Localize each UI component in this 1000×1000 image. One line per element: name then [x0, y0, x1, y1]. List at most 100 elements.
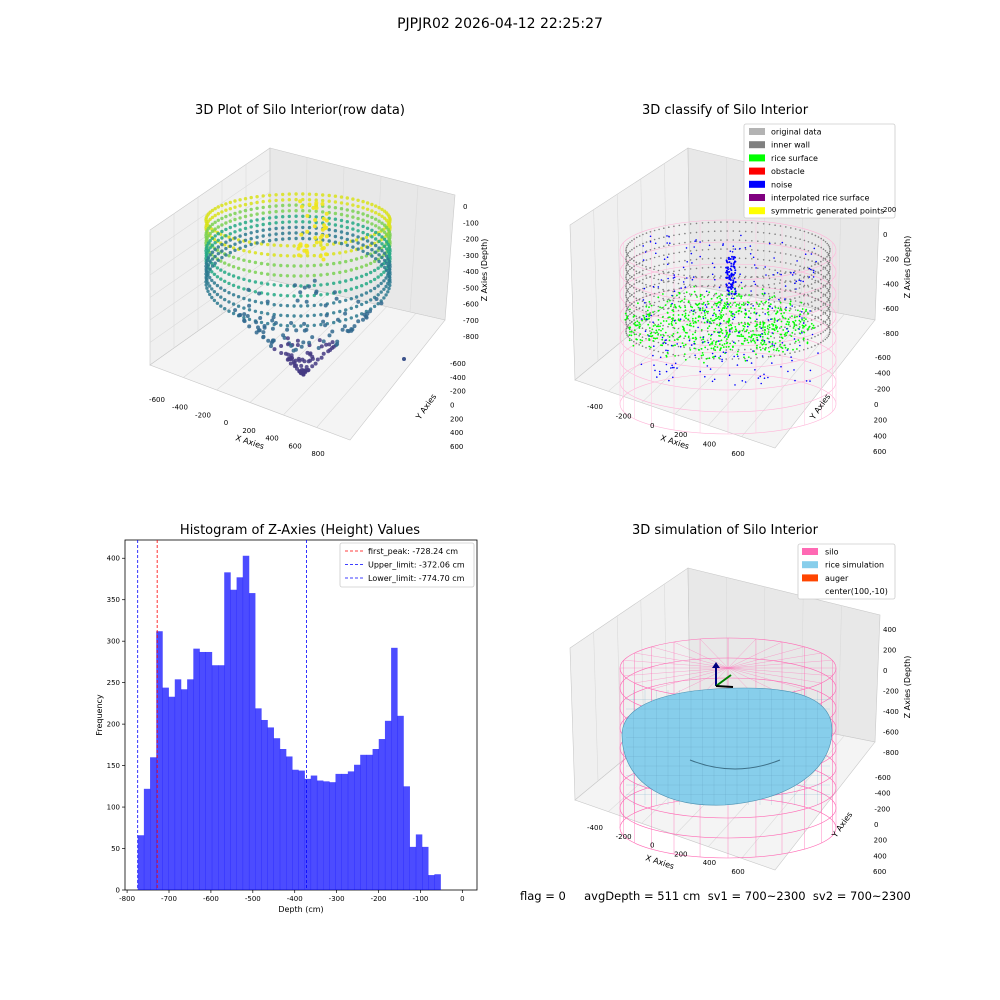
raw-point: [287, 236, 291, 241]
inner-wall-point: [810, 274, 813, 276]
inner-wall-point: [807, 241, 810, 243]
raw-point: [279, 283, 283, 288]
inner-wall-point: [810, 265, 813, 267]
noise-point: [768, 299, 770, 301]
raw-point: [370, 222, 374, 226]
raw-point: [365, 232, 370, 237]
rice-surface-point: [700, 354, 703, 357]
rice-surface-point: [662, 293, 664, 295]
inner-wall-point: [638, 289, 641, 291]
inner-wall-point: [678, 278, 681, 281]
inner-wall-point: [689, 293, 691, 295]
rice-surface-point: [777, 307, 780, 310]
inner-wall-point: [732, 230, 735, 232]
rice-surface-point: [781, 347, 784, 349]
x-tick-label: 0: [650, 842, 654, 850]
raw-point: [338, 251, 342, 255]
rice-surface-point: [632, 344, 635, 347]
inner-wall-point: [629, 241, 631, 244]
inner-wall-point: [633, 286, 635, 289]
inner-wall-point: [820, 260, 822, 263]
inner-wall-point: [626, 307, 629, 310]
inner-wall-point: [638, 271, 641, 273]
inner-wall-point: [820, 318, 822, 321]
rice-surface-point: [684, 335, 687, 337]
silo-spoke: [623, 660, 729, 669]
noise-point: [644, 330, 647, 333]
raw-point: [255, 229, 259, 234]
rice-surface-point: [687, 336, 690, 339]
noise-point: [801, 317, 803, 319]
rice-surface-point: [783, 344, 786, 347]
x-tick-label: 400: [265, 435, 278, 443]
inner-wall-point: [822, 311, 825, 314]
raw-point: [349, 249, 353, 253]
inner-wall-point: [689, 347, 691, 349]
noise-point: [676, 367, 678, 369]
raw-point: [370, 228, 374, 232]
legend-label: Upper_limit: -372.06 cm: [368, 561, 465, 570]
inner-wall-point: [829, 265, 831, 268]
raw-point: [212, 298, 217, 303]
inner-wall-point: [820, 300, 822, 303]
raw-point: [298, 242, 303, 247]
inner-wall-point: [738, 266, 741, 269]
inner-wall-point: [826, 255, 828, 258]
inner-wall-point: [625, 246, 628, 249]
raw-point: [281, 198, 285, 202]
inner-wall-point: [628, 310, 631, 313]
noise-point: [660, 279, 663, 281]
raw-point: [324, 225, 329, 230]
noise-point: [690, 252, 693, 255]
rice-surface-point: [727, 345, 730, 348]
noise-point: [667, 263, 669, 266]
inner-wall-point: [773, 301, 776, 303]
noise-point: [731, 255, 733, 258]
rice-surface-point: [685, 291, 688, 294]
inner-wall-point: [633, 256, 635, 258]
raw-point: [236, 257, 241, 261]
inner-wall-point: [750, 339, 752, 342]
inner-wall-point: [794, 333, 796, 335]
inner-wall-point: [814, 306, 817, 309]
rice-surface-point: [738, 330, 741, 333]
rice-surface-point: [676, 294, 678, 297]
inner-wall-point: [701, 294, 704, 296]
inner-wall-point: [627, 264, 629, 266]
rice-surface-point: [666, 300, 669, 303]
inner-wall-point: [658, 255, 660, 258]
rice-surface-point: [671, 334, 674, 337]
raw-point: [384, 284, 388, 289]
inner-wall-point: [757, 231, 759, 233]
rice-surface-point: [785, 334, 788, 337]
noise-point: [725, 277, 728, 279]
inner-wall-point: [744, 330, 746, 333]
inner-wall-point: [810, 310, 813, 312]
rice-surface-point: [742, 302, 745, 304]
inner-wall-point: [673, 270, 675, 273]
raw-point: [249, 207, 253, 212]
rice-surface-point: [721, 294, 724, 297]
rice-surface-point: [716, 302, 719, 305]
inner-wall-point: [694, 347, 697, 350]
inner-wall-point: [826, 310, 828, 312]
rice-surface-point: [639, 341, 642, 344]
inner-wall-point: [768, 277, 771, 280]
inner-wall-point: [701, 240, 704, 242]
z-tick-label: -800: [463, 333, 479, 341]
rice-surface-point: [678, 336, 681, 338]
raw-point: [253, 260, 258, 265]
inner-wall-point: [673, 297, 675, 300]
inner-wall-point: [784, 272, 786, 275]
rice-surface-point: [693, 290, 696, 293]
rice-surface-point: [759, 323, 761, 326]
rice-surface-point: [715, 315, 717, 318]
rice-surface-point: [729, 302, 732, 304]
raw-point: [294, 220, 298, 224]
inner-wall-point: [822, 266, 825, 269]
noise-point: [743, 353, 745, 356]
raw-point: [319, 263, 323, 267]
inner-wall-point: [668, 280, 670, 283]
rice-surface-point: [684, 331, 687, 334]
inner-wall-point: [829, 304, 831, 307]
